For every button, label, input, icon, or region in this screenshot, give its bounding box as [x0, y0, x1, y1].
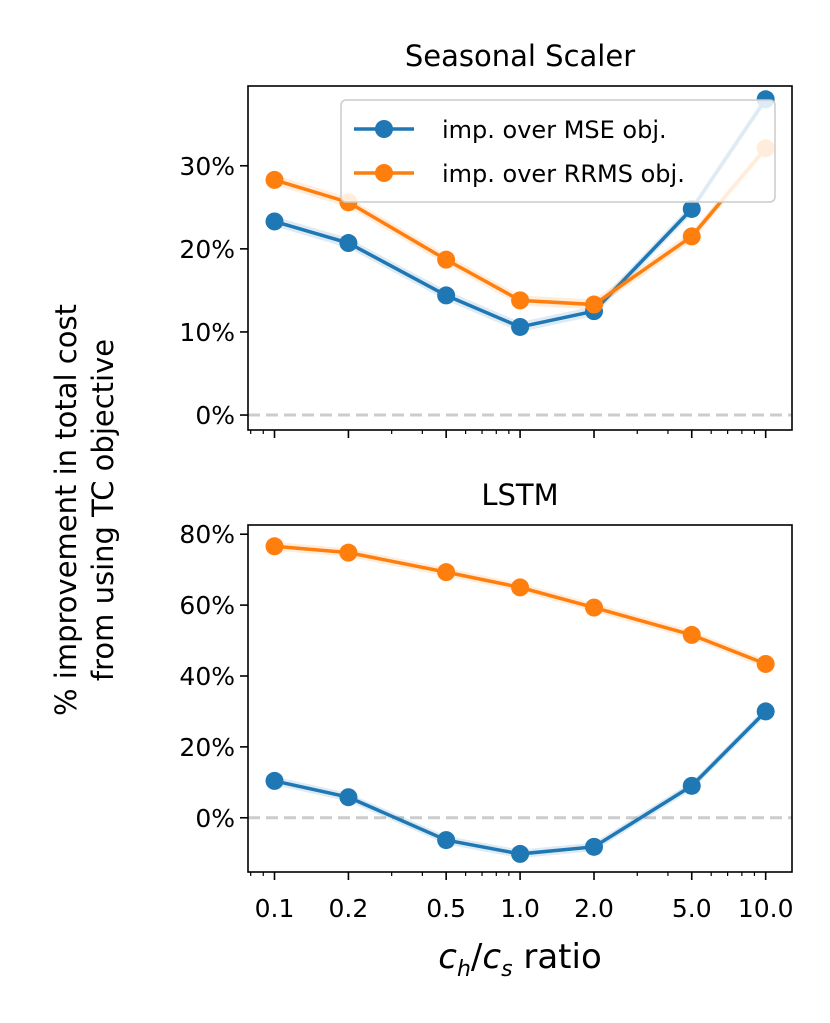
legend: imp. over MSE obj. imp. over RRMS obj. [340, 99, 776, 203]
data-point-rrms-4 [585, 598, 604, 617]
y-tick-label: 20% [179, 235, 235, 264]
x-label-c: c [438, 937, 457, 977]
legend-box [340, 99, 776, 203]
data-point-rrms-1 [339, 543, 358, 562]
x-tick-label: 0.5 [426, 894, 466, 923]
x-tick-label: 0.1 [255, 894, 295, 923]
data-point-mse-2 [437, 286, 456, 305]
data-point-mse-5 [682, 199, 701, 218]
legend-rrms-marker [375, 164, 393, 182]
x-label-s: c [482, 937, 501, 977]
chart-title: Seasonal Scaler [405, 39, 635, 73]
shared-y-label-line2: from using TC objective [86, 339, 120, 681]
x-tick-label: 1.0 [500, 894, 540, 923]
y-tick-label: 60% [179, 591, 235, 620]
data-point-rrms-6 [756, 654, 775, 673]
seasonal-scaler-panel: Seasonal Scaler 0% 10% 20% 30% imp. over MSE … [179, 39, 793, 438]
data-point-rrms-0 [265, 170, 284, 189]
data-point-mse-1 [339, 234, 358, 253]
data-point-rrms-4 [585, 295, 604, 314]
data-point-rrms-3 [511, 291, 530, 310]
y-tick-label: 0% [195, 804, 235, 833]
x-label-slash: / [471, 937, 483, 977]
x-label-ratio: ratio [513, 937, 602, 977]
data-point-rrms-2 [437, 563, 456, 582]
data-point-rrms-0 [265, 537, 284, 556]
data-point-mse-5 [682, 776, 701, 795]
legend-rrms-label: imp. over RRMS obj. [442, 160, 685, 188]
series-rrms-confidence-band [274, 542, 766, 669]
series-rrms-line [274, 544, 767, 666]
series-rrms-confidence-band [274, 143, 766, 310]
y-tick-label: 0% [195, 401, 235, 430]
x-label-h-subscript: h [457, 957, 471, 982]
data-point-mse-3 [511, 844, 530, 863]
data-point-rrms-5 [682, 227, 701, 246]
data-point-mse-0 [265, 771, 284, 790]
y-tick-label: 80% [179, 520, 235, 549]
y-tick-label: 10% [179, 318, 235, 347]
data-point-mse-0 [265, 212, 284, 231]
data-point-mse-1 [339, 788, 358, 807]
data-point-rrms-5 [682, 625, 701, 644]
axes-frame [247, 524, 793, 873]
legend-mse-marker [375, 120, 393, 138]
y-tick-label: 30% [179, 152, 235, 181]
data-point-mse-2 [437, 831, 456, 850]
shared-y-label-line1: % improvement in total cost [49, 304, 83, 716]
lstm-panel: LSTM 0% 20% 40% 60% 80% 0.1 0.2 0.5 1.0 2.0 5.0 10.0 [179, 478, 793, 923]
chart-title: LSTM [481, 478, 558, 512]
y-tick-label: 40% [179, 662, 235, 691]
y-tick-label: 20% [179, 733, 235, 762]
x-axis-label: ch/cs ratio [438, 937, 602, 982]
x-label-s-subscript: s [501, 957, 512, 982]
legend-mse-label: imp. over MSE obj. [442, 116, 667, 144]
data-point-rrms-3 [511, 578, 530, 597]
x-tick-label: 2.0 [574, 894, 614, 923]
series-mse-confidence-band [274, 94, 766, 332]
data-point-mse-3 [511, 317, 530, 336]
x-tick-label: 0.2 [329, 894, 369, 923]
x-tick-label: 10.0 [738, 894, 794, 923]
data-point-mse-4 [585, 837, 604, 856]
data-point-mse-6 [756, 702, 775, 721]
x-tick-label: 5.0 [672, 894, 712, 923]
data-point-rrms-2 [437, 250, 456, 269]
